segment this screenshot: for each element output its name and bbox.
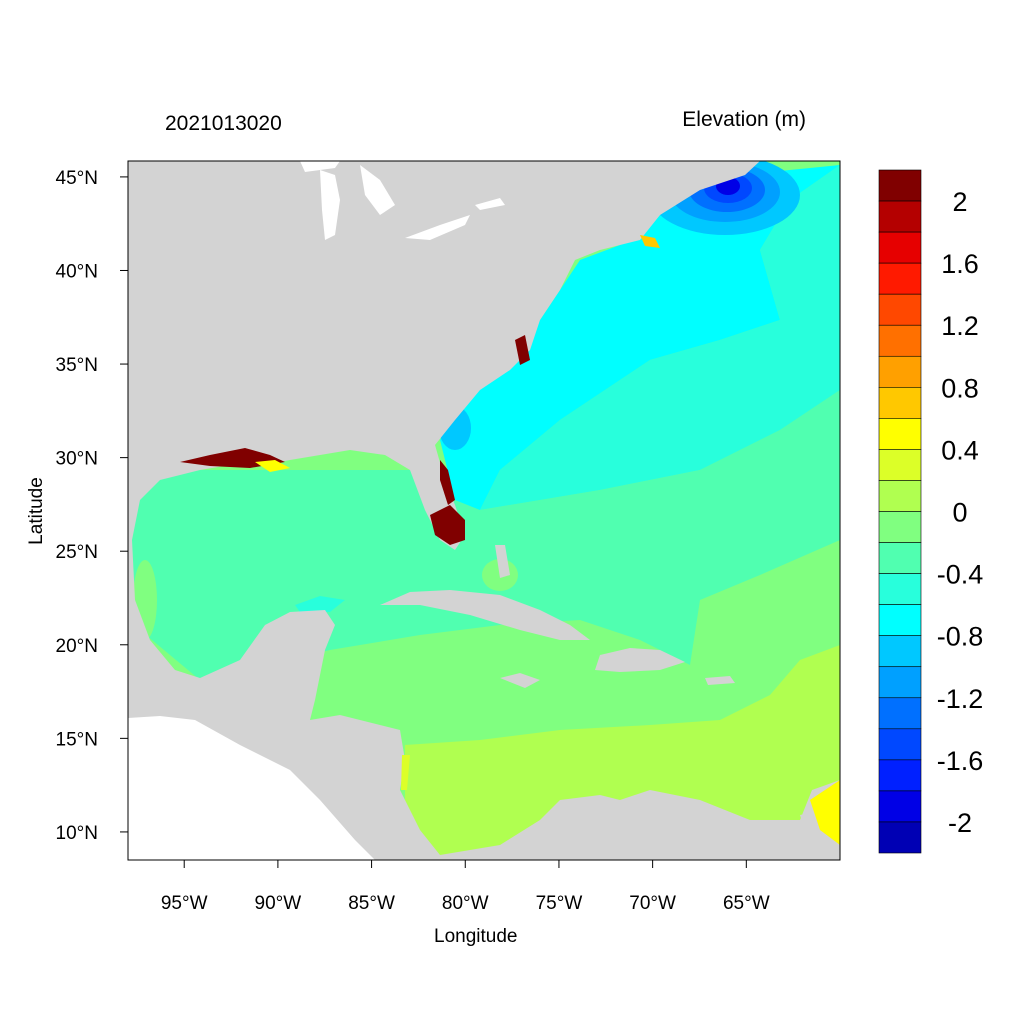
colorbar-label: 0.4 (941, 435, 979, 465)
colorbar-swatch (878, 790, 922, 823)
colorbar-swatch (878, 759, 922, 792)
surge-venezuela (810, 780, 840, 845)
colorbar-label: -2 (948, 808, 972, 838)
colorbar-swatch (878, 697, 922, 730)
plot-time-label: 2021013020 (165, 112, 282, 135)
map-field (128, 161, 840, 860)
great-lake-huron (360, 165, 395, 215)
colorbar-swatch (878, 573, 922, 605)
land-trinidad (800, 812, 818, 832)
colorbar-swatch (878, 604, 922, 636)
colorbar-swatch (878, 262, 922, 295)
lat-ticks: 10°N 15°N 20°N 25°N 30°N 35°N 40°N 45°N (56, 168, 128, 844)
lon-tick-label: 95°W (161, 893, 208, 914)
colorbar-swatch (878, 169, 922, 202)
land-cuba (380, 590, 590, 640)
colorbar-swatch (878, 200, 922, 233)
contour-neg0.4-gulf-edge (295, 596, 345, 612)
colorbar-swatch (878, 293, 922, 326)
lat-tick-label: 35°N (56, 355, 98, 376)
contour-neg0.6-neg0.4 (480, 165, 840, 510)
lon-ticks: 95°W 90°W 85°W 80°W 75°W 70°W 65°W (161, 860, 770, 914)
great-lake-superior (300, 161, 340, 172)
colorbar-swatch (878, 821, 922, 854)
colorbar-swatch (878, 449, 922, 481)
colorbar-swatch (878, 480, 922, 512)
colorbar-label: 0.8 (941, 373, 979, 403)
land-jamaica (500, 673, 540, 688)
lat-tick-label: 10°N (56, 823, 98, 844)
land-puerto-rico (705, 676, 735, 685)
colorbar-label: 0 (952, 498, 967, 528)
lat-tick-label: 45°N (56, 168, 98, 189)
x-axis-label: Longitude (434, 926, 518, 947)
colorbar-swatch (878, 728, 922, 761)
great-lake-erie (405, 215, 470, 240)
colorbar-swatch (878, 666, 922, 699)
colorbar-swatch (878, 635, 922, 668)
colorbar-swatch (878, 542, 922, 574)
colorbar-label: -0.4 (937, 560, 984, 590)
surge-louisiana-yellow (255, 460, 290, 472)
lon-tick-label: 80°W (442, 893, 489, 914)
surge-cape-cod (640, 235, 660, 248)
contour-0-0.2 (405, 645, 840, 860)
lon-tick-label: 85°W (348, 893, 395, 914)
surge-south-florida (430, 505, 465, 545)
colorbar-swatch (878, 387, 922, 419)
colorbar-label: -0.8 (937, 622, 984, 652)
land-hispaniola (595, 648, 685, 672)
colorbar-label: 1.2 (941, 311, 979, 341)
colorbar: 2 1.6 1.2 0.8 0.4 0 -0.4 -0.8 -1.2 -1.6 -2 (878, 169, 984, 854)
variable-title: Elevation (m) (682, 108, 806, 131)
colorbar-swatch (878, 324, 922, 357)
colorbar-label: 2 (952, 187, 967, 217)
lon-tick-label: 75°W (536, 893, 583, 914)
great-lake-ontario (475, 198, 505, 210)
map-frame (127, 160, 841, 861)
pacific-unmodeled (128, 716, 375, 860)
surge-carolina (515, 335, 530, 365)
land-andros (495, 545, 510, 578)
lat-tick-label: 15°N (56, 729, 98, 750)
lat-tick-label: 30°N (56, 449, 98, 470)
colorbar-label: -1.2 (937, 684, 984, 714)
colorbar-swatch (878, 355, 922, 388)
colorbar-swatch (878, 511, 922, 543)
surge-florida-east (440, 460, 455, 505)
surge-nicaragua (401, 755, 410, 790)
lon-tick-label: 70°W (629, 893, 676, 914)
lon-tick-label: 90°W (255, 893, 302, 914)
colorbar-swatch (878, 418, 922, 450)
contour-neg0.8-neg0.6 (440, 165, 840, 510)
lat-tick-label: 25°N (56, 542, 98, 563)
colorbar-label: 1.6 (941, 249, 979, 279)
lat-tick-label: 20°N (56, 636, 98, 657)
lat-tick-label: 40°N (56, 261, 98, 282)
colorbar-swatch (878, 231, 922, 264)
lon-tick-label: 65°W (723, 893, 770, 914)
land-north-central-america (128, 161, 840, 860)
colorbar-label: -1.6 (937, 746, 984, 776)
great-lake-michigan (320, 170, 340, 240)
